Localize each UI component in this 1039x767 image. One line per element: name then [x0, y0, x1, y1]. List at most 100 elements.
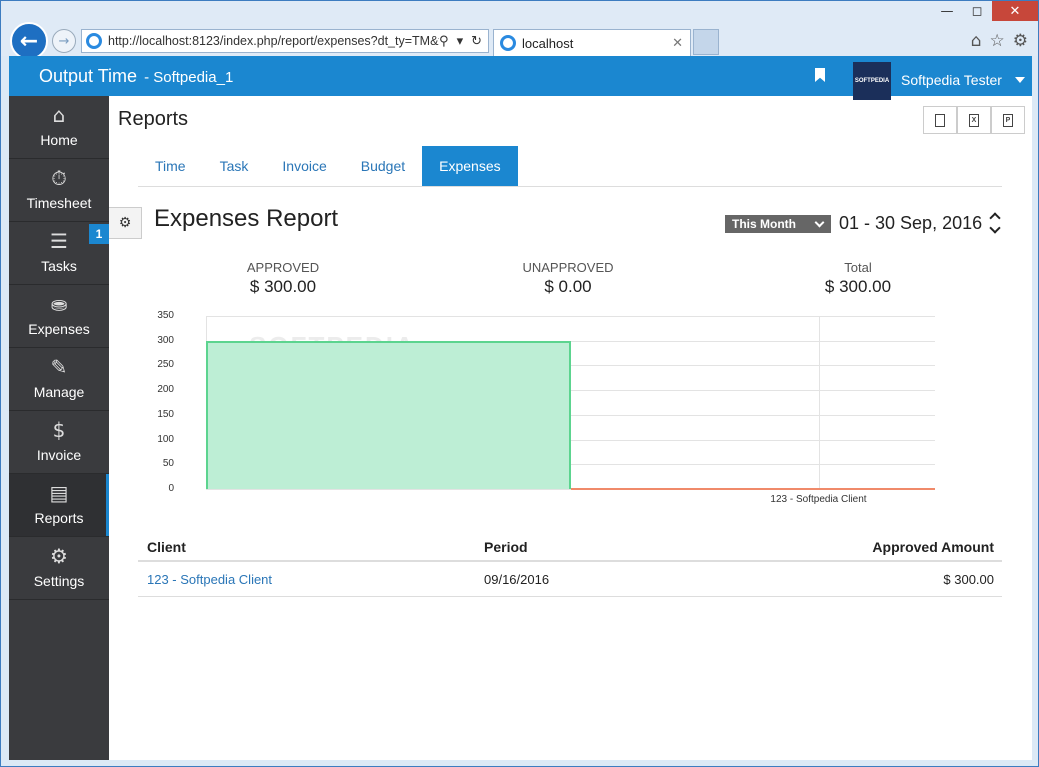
browser-tab[interactable]: localhost ✕ — [493, 29, 691, 56]
period-label: This Month — [732, 217, 796, 231]
workspace-name: - Softpedia_1 — [144, 69, 234, 86]
column-header-period[interactable]: Period — [484, 538, 528, 555]
sidebar-item-label: Timesheet — [26, 195, 92, 211]
refresh-icon[interactable]: ↻ — [471, 33, 482, 49]
ie-logo-icon — [86, 33, 102, 49]
sidebar-item-home[interactable]: ⌂ Home — [9, 96, 109, 159]
active-indicator — [106, 474, 109, 536]
sidebar-item-label: Home — [40, 132, 78, 148]
client-link[interactable]: 123 - Softpedia Client — [147, 571, 273, 587]
pdf-icon: P — [1003, 113, 1013, 127]
y-tick-label: 200 — [157, 384, 174, 396]
tab-budget[interactable]: Budget — [360, 158, 406, 174]
dropdown-icon[interactable]: ▾ — [456, 33, 464, 49]
address-bar[interactable]: http://localhost:8123/index.php/report/e… — [81, 29, 489, 53]
tasks-badge: 1 — [89, 224, 109, 244]
unapproved-summary: UNAPPROVED $ 0.00 — [488, 260, 648, 297]
minimize-icon[interactable]: — — [940, 3, 954, 19]
column-header-client[interactable]: Client — [147, 538, 186, 555]
avatar[interactable]: SOFTPEDIA — [853, 62, 891, 100]
close-tab-icon[interactable]: ✕ — [672, 35, 683, 51]
period-select[interactable]: This Month — [725, 215, 831, 233]
gear-icon: ⚙ — [50, 544, 68, 568]
coins-icon: ⛂ — [50, 292, 68, 316]
unapproved-value: $ 0.00 — [544, 277, 592, 296]
vertical-gridline — [818, 316, 820, 489]
sidebar-item-label: Settings — [33, 573, 85, 589]
y-tick-label: 0 — [168, 483, 174, 494]
sidebar-item-invoice[interactable]: $ Invoice — [9, 411, 109, 474]
top-bar: Output Time - Softpedia_1 SOFTPEDIA Soft… — [9, 56, 1032, 100]
export-pdf-button[interactable]: P — [991, 106, 1025, 134]
excel-icon: X — [969, 113, 979, 127]
total-value: $ 300.00 — [824, 277, 892, 296]
sidebar-item-tasks[interactable]: 1 ☰ Tasks — [9, 222, 109, 285]
forward-arrow-icon[interactable]: → — [52, 29, 76, 53]
export-buttons: X P — [923, 106, 1025, 134]
sidebar-item-expenses[interactable]: ⛂ Expenses — [9, 285, 109, 348]
gridline — [206, 489, 935, 490]
sidebar-item-label: Manage — [33, 384, 85, 400]
approved-area — [206, 340, 571, 489]
date-range: 01 - 30 Sep, 2016 — [839, 213, 983, 233]
period-cell: 09/16/2016 — [484, 571, 550, 587]
approved-label: APPROVED — [246, 260, 320, 275]
x-tick-label: 123 - Softpedia Client — [770, 494, 867, 505]
bookmark-icon[interactable] — [815, 68, 825, 82]
favorites-star-icon[interactable]: ☆ — [989, 31, 1005, 51]
report-tabs: Time Task Invoice Budget Expenses — [138, 146, 1002, 187]
maximize-icon[interactable]: ◻ — [971, 3, 983, 19]
settings-cog-icon[interactable]: ⚙ — [1012, 31, 1028, 51]
search-icon[interactable]: ⚲ — [439, 33, 449, 49]
y-tick-label: 300 — [157, 334, 174, 346]
expenses-table: Client Period Approved Amount 123 - Soft… — [138, 533, 1002, 597]
y-tick-label: 250 — [157, 359, 174, 371]
new-tab-button[interactable] — [693, 29, 719, 55]
date-stepper[interactable] — [989, 211, 1003, 237]
tab-time[interactable]: Time — [155, 158, 186, 174]
document-icon — [935, 113, 945, 127]
y-tick-label: 50 — [162, 458, 174, 470]
unapproved-line — [571, 488, 935, 490]
home-icon: ⌂ — [52, 103, 66, 127]
y-tick-label: 100 — [157, 433, 174, 445]
export-doc-button[interactable] — [923, 106, 957, 134]
chevron-down-icon[interactable] — [989, 222, 1001, 234]
approved-value: $ 300.00 — [249, 277, 317, 296]
back-arrow-icon[interactable]: ← — [10, 22, 48, 60]
close-icon[interactable]: ✕ — [992, 1, 1038, 21]
chevron-down-icon — [814, 217, 825, 227]
tab-expenses[interactable]: Expenses — [422, 146, 518, 186]
table-header: Client Period Approved Amount — [138, 533, 1002, 562]
user-menu-caret-icon[interactable] — [1015, 77, 1025, 83]
gridline — [206, 316, 935, 317]
y-tick-label: 150 — [157, 408, 174, 420]
app: Output Time - Softpedia_1 SOFTPEDIA Soft… — [9, 56, 1032, 760]
browser-chrome: — ◻ ✕ ← → http://localhost:8123/index.ph… — [1, 1, 1038, 60]
sidebar-item-timesheet[interactable]: ⏱ Timesheet — [9, 159, 109, 222]
tasks-icon: ☰ — [50, 229, 68, 253]
table-row: 123 - Softpedia Client 09/16/2016 $ 300.… — [138, 562, 1002, 597]
invoice-icon: $ — [52, 418, 66, 442]
tab-task[interactable]: Task — [219, 158, 249, 174]
ie-tab-icon — [500, 35, 516, 51]
report-settings-icon[interactable]: ⚙ — [109, 207, 142, 239]
export-excel-button[interactable]: X — [957, 106, 991, 134]
sidebar-item-reports[interactable]: ▤ Reports — [9, 474, 109, 537]
sidebar-item-label: Tasks — [41, 258, 77, 274]
approved-summary: APPROVED $ 300.00 — [203, 260, 363, 297]
sidebar-item-manage[interactable]: ✎ Manage — [9, 348, 109, 411]
sidebar-item-settings[interactable]: ⚙ Settings — [9, 537, 109, 600]
column-header-amount[interactable]: Approved Amount — [872, 538, 994, 555]
brand[interactable]: Output Time - Softpedia_1 — [39, 66, 233, 87]
main-content: Reports X P Time Task Invoice Budget Exp… — [109, 96, 1032, 760]
report-title: Expenses Report — [154, 205, 339, 232]
home-browser-icon[interactable]: ⌂ — [970, 31, 982, 51]
app-name: Output Time — [39, 66, 138, 86]
window-controls: — ◻ ✕ — [932, 1, 1038, 21]
user-name[interactable]: Softpedia Tester — [901, 72, 1002, 88]
total-summary: Total $ 300.00 — [778, 260, 938, 297]
tab-invoice[interactable]: Invoice — [282, 158, 327, 174]
